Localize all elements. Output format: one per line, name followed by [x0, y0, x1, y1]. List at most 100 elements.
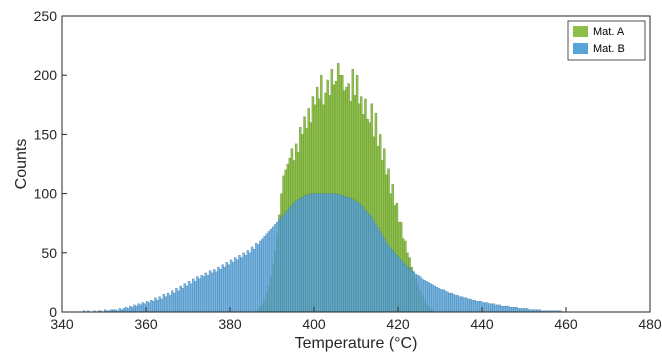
bar-mat-b-144 [385, 242, 388, 313]
bar-mat-b-120 [334, 193, 338, 313]
bar-mat-b-98 [288, 207, 292, 313]
bar-mat-b-68 [225, 262, 229, 313]
x-axis: 340 360 380 400 420 440 460 480 [50, 307, 662, 332]
y-axis: 0 50 100 150 200 250 [34, 8, 67, 320]
bar-mat-b-188 [477, 301, 481, 313]
bar-mat-b-110 [313, 193, 317, 313]
bar-mat-b-40 [166, 292, 170, 313]
bar-mat-b-125 [345, 197, 348, 313]
bar-mat-b-166 [431, 284, 434, 313]
bar-mat-b-43 [173, 292, 176, 313]
bar-mat-b-131 [357, 202, 361, 313]
bar-mat-b-148 [393, 252, 397, 313]
bar-mat-b-107 [307, 194, 310, 313]
bar-mat-b-197 [496, 304, 499, 313]
y-tick-label: 0 [49, 304, 57, 320]
bar-mat-b-136 [368, 214, 371, 313]
bar-mat-b-79 [248, 252, 252, 313]
bar-mat-b-157 [412, 271, 415, 313]
bar-mat-b-139 [374, 224, 378, 313]
bar-mat-b-151 [399, 259, 403, 313]
bar-mat-b-63 [215, 271, 218, 313]
y-tick-label: 250 [34, 8, 58, 24]
bar-mat-b-182 [465, 297, 468, 313]
y-tick-label: 150 [34, 126, 58, 142]
plot-frame [61, 15, 651, 313]
x-tick-label: 480 [638, 316, 662, 332]
bar-mat-b-82 [255, 243, 258, 313]
legend-swatch-mat-a [573, 26, 588, 37]
bar-mat-b-180 [460, 296, 464, 313]
bar-mat-b-35 [156, 300, 159, 313]
bar-mat-b-27 [139, 304, 142, 313]
bar-mat-b-172 [444, 290, 447, 313]
bar-mat-b-53 [194, 281, 197, 313]
bar-mat-b-26 [137, 303, 140, 313]
bar-mat-b-207 [517, 308, 520, 313]
bar-mat-b-124 [343, 195, 346, 313]
bar-mat-b-195 [492, 303, 495, 313]
bar-mat-b-74 [238, 255, 241, 313]
bar-mat-b-154 [406, 266, 409, 313]
bar-mat-b-73 [236, 259, 239, 313]
bar-mat-b-32 [150, 300, 153, 313]
bar-mat-b-75 [240, 257, 243, 313]
legend: Mat. A Mat. B [567, 20, 646, 61]
bar-mat-b-96 [284, 212, 287, 313]
bar-mat-b-36 [158, 296, 161, 313]
bar-mat-b-142 [381, 234, 384, 313]
bar-mat-b-64 [217, 266, 220, 313]
bar-mat-b-61 [210, 272, 214, 313]
bar-mat-b-163 [425, 281, 428, 313]
bar-mat-b-115 [324, 193, 327, 313]
x-tick-label: 440 [470, 316, 494, 332]
bar-mat-b-76 [242, 252, 245, 313]
bar-mat-b-51 [189, 283, 193, 313]
legend-swatch-mat-b [573, 43, 588, 54]
bar-mat-b-67 [223, 266, 226, 313]
bar-mat-b-58 [204, 272, 208, 313]
bar-mat-b-84 [259, 240, 262, 313]
bar-mat-b-57 [202, 276, 205, 313]
bar-mat-b-150 [397, 257, 401, 313]
bar-mat-b-48 [183, 283, 187, 313]
bar-mat-b-104 [301, 197, 304, 313]
bar-mat-b-52 [192, 278, 195, 313]
bar-mat-b-69 [227, 264, 231, 313]
bar-mat-b-158 [414, 273, 418, 313]
bar-mat-b-108 [309, 193, 313, 313]
bar-mat-b-50 [187, 281, 191, 313]
bar-mat-b-147 [391, 250, 394, 313]
bar-mat-b-70 [229, 259, 233, 313]
bar-mat-b-88 [267, 231, 271, 313]
bar-mat-b-83 [257, 244, 260, 313]
bar-mat-b-122 [339, 194, 342, 313]
bar-mat-b-179 [458, 296, 462, 313]
bar-mat-b-177 [454, 295, 457, 313]
bar-mat-b-97 [286, 210, 289, 313]
bar-mat-b-117 [328, 193, 331, 313]
bar-mat-b-149 [395, 255, 399, 313]
bar-mat-b-87 [265, 233, 268, 313]
bar-mat-b-102 [297, 199, 300, 313]
bar-mat-b-201 [504, 305, 508, 313]
bar-mat-b-89 [269, 228, 273, 313]
y-tick-label: 50 [41, 245, 57, 261]
bar-mat-b-159 [416, 275, 420, 313]
bar-mat-b-196 [494, 304, 497, 313]
bar-mat-b-162 [423, 279, 426, 313]
bar-mat-b-56 [200, 275, 203, 313]
bar-mat-b-167 [433, 285, 436, 313]
bar-mat-b-178 [456, 295, 460, 313]
bar-mat-b-156 [410, 270, 413, 313]
bar-mat-b-103 [299, 198, 302, 313]
bar-mat-b-130 [355, 201, 359, 313]
bar-mat-b-192 [486, 302, 489, 313]
bar-mat-b-127 [349, 198, 352, 313]
bar-mat-b-90 [271, 226, 275, 313]
bar-mat-b-93 [278, 219, 281, 313]
bar-mat-b-200 [502, 305, 506, 313]
bar-mat-b-37 [160, 298, 163, 313]
bar-mat-b-21 [126, 308, 130, 313]
